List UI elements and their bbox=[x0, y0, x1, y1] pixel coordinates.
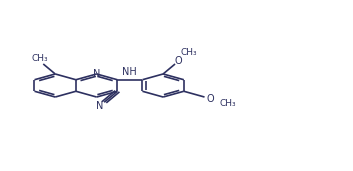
Text: CH₃: CH₃ bbox=[180, 48, 197, 57]
Text: O: O bbox=[174, 56, 182, 66]
Text: N: N bbox=[93, 69, 100, 79]
Text: O: O bbox=[206, 94, 214, 104]
Text: NH: NH bbox=[122, 67, 137, 77]
Text: CH₃: CH₃ bbox=[219, 99, 236, 108]
Text: N: N bbox=[96, 101, 103, 111]
Text: CH₃: CH₃ bbox=[31, 54, 48, 63]
